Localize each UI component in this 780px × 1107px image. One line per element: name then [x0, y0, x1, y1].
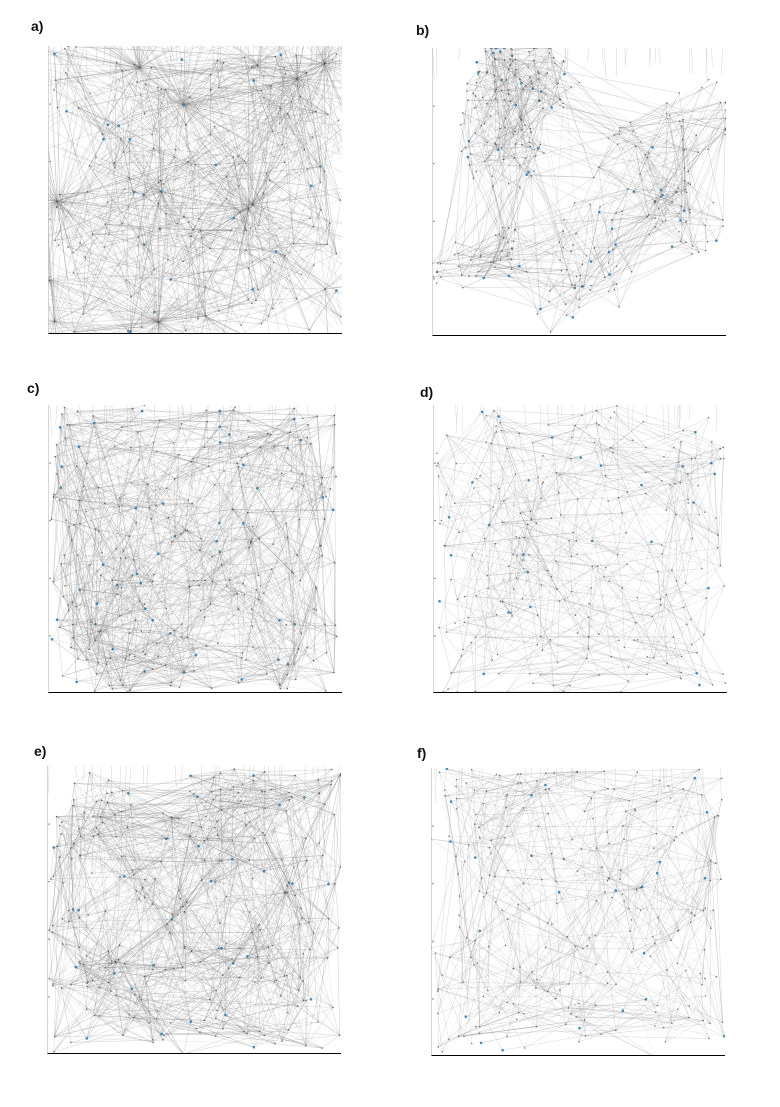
- panel-c-label: c): [27, 380, 40, 396]
- panel-c: c): [0, 360, 390, 720]
- network-svg-d: [433, 405, 727, 693]
- panel-a: a): [0, 0, 390, 360]
- network-plot-d: [433, 405, 727, 693]
- panel-e-label: e): [34, 743, 47, 759]
- nodes-c: [50, 405, 338, 693]
- edges-a: [48, 46, 342, 334]
- axes-c: [48, 405, 342, 693]
- axes-b: [432, 48, 726, 336]
- edges-d: [436, 405, 726, 693]
- nodes-a: [48, 46, 342, 334]
- network-plot-e: [47, 766, 341, 1054]
- nodes-e: [48, 768, 341, 1054]
- network-plot-b: [432, 48, 726, 336]
- network-svg-a: [48, 46, 342, 334]
- nodes-f: [431, 768, 725, 1056]
- panel-a-label: a): [31, 18, 44, 34]
- edges-c: [49, 405, 338, 693]
- panel-f-label: f): [417, 745, 427, 761]
- panel-b: b): [390, 0, 780, 360]
- network-svg-f: [431, 768, 725, 1056]
- axes-f: [431, 768, 725, 1056]
- panel-f: f): [390, 720, 780, 1080]
- edges-e: [47, 766, 341, 1054]
- network-plot-c: [48, 405, 342, 693]
- panel-b-label: b): [416, 22, 430, 38]
- axes-e: [47, 766, 341, 1054]
- panel-e: e): [0, 720, 390, 1080]
- axes-a: [48, 46, 342, 334]
- network-plot-f: [431, 768, 725, 1056]
- nodes-b: [432, 48, 726, 333]
- panel-d-label: d): [420, 384, 434, 400]
- network-svg-e: [47, 766, 341, 1054]
- network-plot-a: [48, 46, 342, 334]
- network-svg-b: [432, 48, 726, 336]
- edges-f: [431, 768, 725, 1056]
- panel-d: d): [390, 360, 780, 720]
- edges-b: [432, 48, 726, 333]
- nodes-d: [435, 405, 727, 693]
- axes-d: [433, 405, 727, 693]
- network-svg-c: [48, 405, 342, 693]
